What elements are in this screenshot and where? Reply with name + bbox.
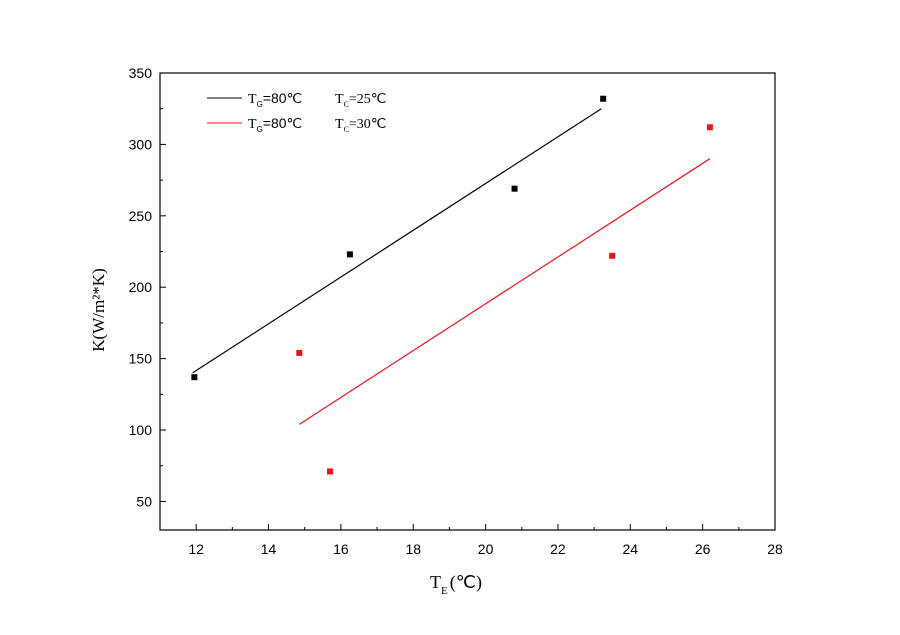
- x-tick-label: 16: [333, 541, 349, 557]
- y-tick-label: 350: [129, 65, 153, 81]
- x-tick-label: 28: [767, 541, 783, 557]
- legend-label-series-1: TG=80℃ TC=25℃: [248, 90, 387, 109]
- data-point-series-2: [296, 349, 303, 356]
- fit-line-series-2: [298, 158, 711, 425]
- y-tick-label: 300: [129, 136, 153, 152]
- x-axis-label: TE (℃): [430, 572, 482, 597]
- axis-ticks: [160, 72, 776, 530]
- axis-tick-labels: 12 14 16 18 20 22 24 26 28 50 100 150 200 250 300 350: [129, 65, 783, 557]
- y-tick-label: 250: [129, 208, 153, 224]
- x-tick-label: 12: [188, 541, 204, 557]
- x-tick-label: 20: [478, 541, 494, 557]
- x-tick-label: 24: [623, 541, 639, 557]
- x-tick-label: 26: [695, 541, 711, 557]
- x-tick-label: 18: [405, 541, 421, 557]
- data-point-series-1: [191, 374, 198, 381]
- x-tick-label: 22: [550, 541, 566, 557]
- y-tick-label: 50: [136, 493, 152, 509]
- plot-frame: [159, 72, 776, 531]
- legend-label-series-2: TG=80℃ TC=30℃: [248, 115, 387, 134]
- data-point-series-2: [609, 252, 616, 259]
- y-tick-label: 200: [129, 279, 153, 295]
- legend: TG=80℃ TC=25℃ TG=80℃ TC=30℃: [207, 90, 387, 134]
- y-axis-label: K(W/m²*K): [89, 268, 108, 351]
- fit-lines: [192, 108, 711, 425]
- y-tick-label: 150: [129, 351, 153, 367]
- x-tick-label: 14: [261, 541, 277, 557]
- data-point-series-1: [346, 251, 353, 258]
- data-point-series-1: [511, 185, 518, 192]
- data-point-series-2: [706, 124, 713, 131]
- data-point-series-2: [327, 468, 334, 475]
- fit-line-series-1: [192, 108, 602, 374]
- data-points: [191, 95, 713, 475]
- data-point-series-1: [600, 95, 607, 102]
- y-tick-label: 100: [129, 422, 153, 438]
